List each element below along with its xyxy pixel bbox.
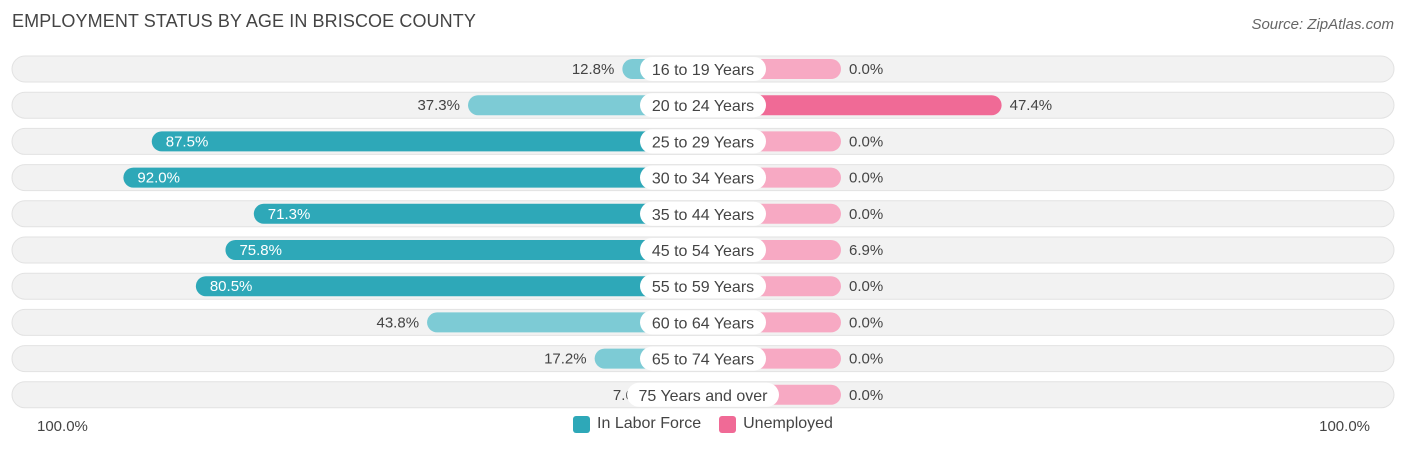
- axis-left-label: 100.0%: [37, 418, 88, 435]
- category-label-35-to-44-years: 35 to 44 Years: [652, 207, 754, 224]
- category-pill-25-to-29-years: [640, 129, 766, 154]
- category-pill-30-to-34-years: [640, 165, 766, 190]
- value-label-unemployed-35-to-44-years: 0.0%: [849, 206, 883, 223]
- category-label-16-to-19-years: 16 to 19 Years: [652, 62, 754, 79]
- category-label-25-to-29-years: 25 to 29 Years: [652, 134, 754, 151]
- chart-title: EMPLOYMENT STATUS BY AGE IN BRISCOE COUN…: [12, 11, 476, 31]
- value-label-unemployed-30-to-34-years: 0.0%: [849, 170, 883, 187]
- category-pill-75-years-and-over: [627, 382, 779, 407]
- category-label-75-years-and-over: 75 Years and over: [639, 388, 769, 405]
- legend-label-unemployed: Unemployed: [743, 415, 833, 432]
- category-pill-45-to-54-years: [640, 238, 766, 262]
- legend: In Labor Force Unemployed: [0, 415, 1406, 433]
- value-label-unemployed-65-to-74-years: 0.0%: [849, 351, 883, 368]
- value-label-labor-force-45-to-54-years: 75.8%: [239, 242, 282, 259]
- value-label-unemployed-45-to-54-years: 6.9%: [849, 242, 883, 259]
- bar-labor-force-25-to-29-years: [151, 131, 703, 152]
- legend-swatch-unemployed: [719, 415, 737, 433]
- category-pill-20-to-24-years: [640, 93, 766, 118]
- bar-labor-force-35-to-44-years: [253, 203, 703, 224]
- category-label-45-to-54-years: 45 to 54 Years: [652, 243, 754, 260]
- legend-item-labor-force[interactable]: In Labor Force: [573, 415, 701, 433]
- value-label-unemployed-20-to-24-years: 47.4%: [1010, 97, 1053, 114]
- value-label-labor-force-16-to-19-years: 12.8%: [572, 61, 615, 78]
- bar-unemployed-20-to-24-years: [703, 95, 1002, 116]
- category-label-55-to-59-years: 55 to 59 Years: [652, 279, 754, 296]
- category-pill-60-to-64-years: [640, 310, 766, 335]
- axis-right-label: 100.0%: [1319, 418, 1370, 435]
- value-label-unemployed-25-to-29-years: 0.0%: [849, 133, 883, 150]
- category-label-65-to-74-years: 65 to 74 Years: [652, 352, 754, 369]
- category-pill-55-to-59-years: [640, 274, 766, 299]
- category-label-30-to-34-years: 30 to 34 Years: [652, 171, 754, 188]
- bar-labor-force-45-to-54-years: [225, 240, 703, 260]
- category-pill-65-to-74-years: [640, 346, 766, 371]
- legend-swatch-labor-force: [573, 415, 591, 433]
- source-label: Source: ZipAtlas.com: [1251, 16, 1394, 33]
- value-label-labor-force-65-to-74-years: 17.2%: [544, 351, 587, 368]
- legend-item-unemployed[interactable]: Unemployed: [719, 415, 833, 433]
- value-label-unemployed-16-to-19-years: 0.0%: [849, 61, 883, 78]
- legend-label-labor-force: In Labor Force: [597, 415, 702, 432]
- category-label-60-to-64-years: 60 to 64 Years: [652, 315, 754, 332]
- bar-labor-force-55-to-59-years: [195, 276, 703, 297]
- value-label-unemployed-60-to-64-years: 0.0%: [849, 314, 883, 331]
- value-label-labor-force-25-to-29-years: 87.5%: [166, 133, 209, 150]
- category-pill-16-to-19-years: [640, 57, 766, 81]
- value-label-labor-force-60-to-64-years: 43.8%: [377, 314, 420, 331]
- value-label-labor-force-35-to-44-years: 71.3%: [268, 206, 311, 223]
- bar-labor-force-30-to-34-years: [123, 167, 703, 188]
- value-label-labor-force-30-to-34-years: 92.0%: [137, 170, 180, 187]
- category-label-20-to-24-years: 20 to 24 Years: [652, 98, 754, 115]
- value-label-unemployed-55-to-59-years: 0.0%: [849, 278, 883, 295]
- value-label-labor-force-55-to-59-years: 80.5%: [210, 278, 253, 295]
- value-label-labor-force-20-to-24-years: 37.3%: [417, 97, 460, 114]
- bar-labor-force-60-to-64-years: [427, 312, 703, 333]
- value-label-unemployed-75-years-and-over: 0.0%: [849, 387, 883, 404]
- category-pill-35-to-44-years: [640, 201, 766, 226]
